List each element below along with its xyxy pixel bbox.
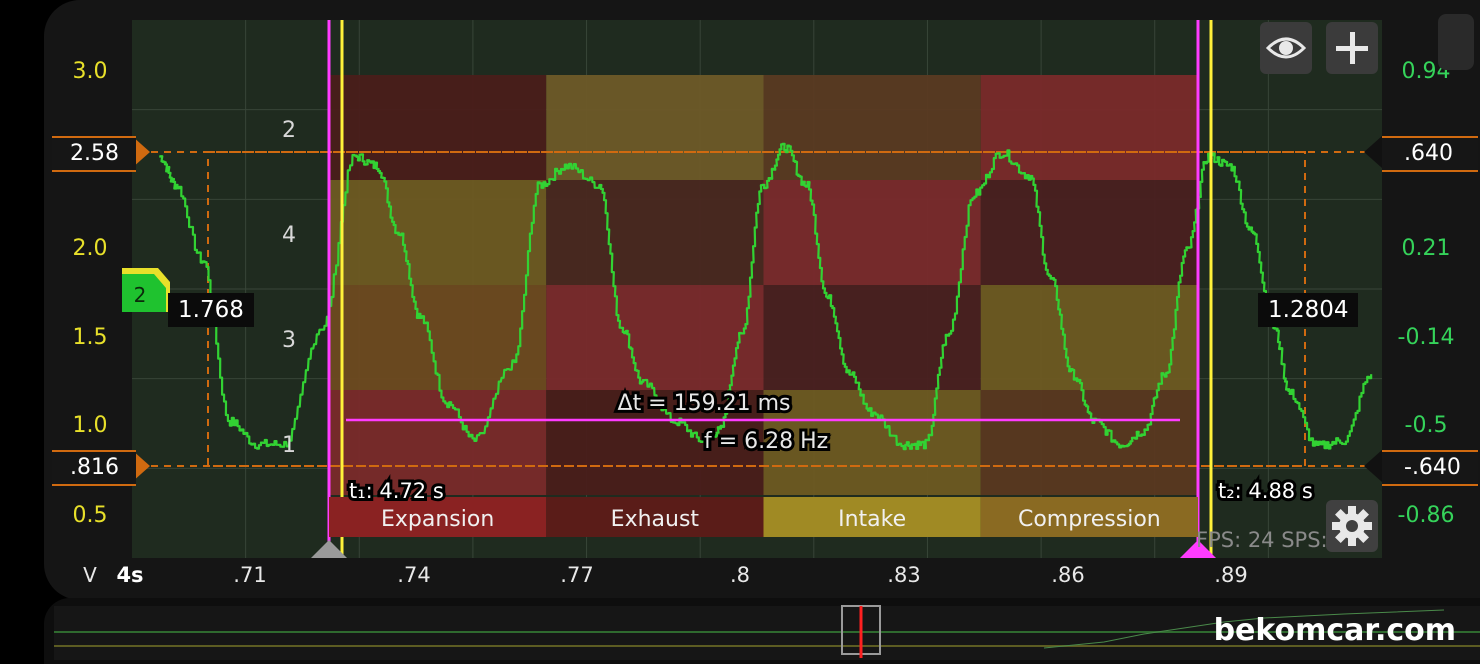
left-axis-tick: 3.0 xyxy=(73,59,108,84)
level-high-marker-right[interactable] xyxy=(1364,136,1382,168)
channel-value-left: 1.768 xyxy=(168,293,254,327)
left-axis-tick: 1.5 xyxy=(73,325,108,350)
phase-cell xyxy=(546,285,764,390)
t2-readout: t₂: 4.88 s xyxy=(1218,479,1313,503)
x-tick-label: .8 xyxy=(730,563,750,587)
channel-badge-number: 2 xyxy=(134,283,147,307)
phase-cell xyxy=(329,180,547,285)
phase-label: Exhaust xyxy=(611,507,700,532)
cylinder-label: 2 xyxy=(282,118,296,143)
level-high-tag-left[interactable]: 2.58 xyxy=(52,136,136,172)
level-low-marker-left[interactable] xyxy=(132,450,150,482)
level-high-tag-right[interactable]: .640 xyxy=(1382,136,1478,172)
delta-t-readout: Δt = 159.21 ms xyxy=(618,391,791,416)
phase-cell xyxy=(763,75,981,180)
phase-bar-segment xyxy=(546,497,764,537)
phase-cell xyxy=(329,75,547,180)
level-high-marker-left[interactable] xyxy=(132,136,150,168)
channel-value-right: 1.2804 xyxy=(1258,293,1359,327)
x-tick-label: .86 xyxy=(1051,563,1084,587)
right-axis-tick: 0.21 xyxy=(1402,236,1451,261)
phase-bar-segment xyxy=(763,497,981,537)
phase-bar-segment xyxy=(980,497,1198,537)
phase-label: Expansion xyxy=(381,507,494,532)
scroll-handle[interactable] xyxy=(1438,14,1474,70)
left-axis-tick: 1.0 xyxy=(73,413,108,438)
t1-readout: t₁: 4.72 s xyxy=(349,479,444,503)
phase-cell xyxy=(329,390,547,495)
scope-display[interactable]: Expansion Exhaust Intake Compression 2 4 3 1 .… xyxy=(0,0,1480,600)
frequency-readout: f = 6.28 Hz xyxy=(704,429,828,454)
right-axis-tick: -0.5 xyxy=(1405,413,1448,438)
x-tick-label: .83 xyxy=(887,563,920,587)
cylinder-label: 3 xyxy=(282,328,296,353)
level-low-tag-left[interactable]: .816 xyxy=(52,450,136,486)
timebase-label[interactable]: 4s xyxy=(116,563,143,587)
settings-button[interactable] xyxy=(1326,500,1378,552)
level-low-tag-right[interactable]: -.640 xyxy=(1382,450,1478,486)
phase-cell xyxy=(546,75,764,180)
left-axis-tick: 2.0 xyxy=(73,236,108,261)
cursor-t1-handle[interactable] xyxy=(311,540,347,558)
phase-cell xyxy=(763,180,981,285)
x-tick-label: .77 xyxy=(560,563,593,587)
right-axis-tick: -0.86 xyxy=(1398,503,1455,528)
visibility-button[interactable] xyxy=(1260,22,1312,74)
watermark: bekomcar.com xyxy=(1213,613,1456,648)
plus-icon xyxy=(1336,32,1368,64)
phase-cell xyxy=(546,180,764,285)
phase-cell xyxy=(980,390,1198,495)
phase-bar-segment xyxy=(329,497,547,537)
level-low-marker-right[interactable] xyxy=(1364,450,1382,482)
cylinder-label: 1 xyxy=(282,433,296,458)
unit-label: V xyxy=(83,563,97,587)
waveform-trace xyxy=(159,142,1373,451)
x-tick-label: .71 xyxy=(233,563,266,587)
gear-icon xyxy=(1332,506,1372,546)
eye-icon xyxy=(1265,37,1307,59)
overview-strip[interactable]: bekomcar.com xyxy=(44,598,1480,664)
phase-cell xyxy=(980,180,1198,285)
cylinder-label: 4 xyxy=(282,223,296,248)
phase-label: Intake xyxy=(838,507,906,532)
phase-label: Compression xyxy=(1018,507,1161,532)
left-axis-tick: 0.5 xyxy=(73,503,108,528)
right-axis-tick: -0.14 xyxy=(1398,325,1455,350)
phase-cell xyxy=(763,285,981,390)
cursor-t2-handle[interactable] xyxy=(1180,540,1216,558)
x-tick-label: .89 xyxy=(1214,563,1247,587)
x-tick-label: .74 xyxy=(397,563,430,587)
channel-badge[interactable] xyxy=(122,274,166,312)
overview-waveform xyxy=(54,605,1480,660)
add-button[interactable] xyxy=(1326,22,1378,74)
